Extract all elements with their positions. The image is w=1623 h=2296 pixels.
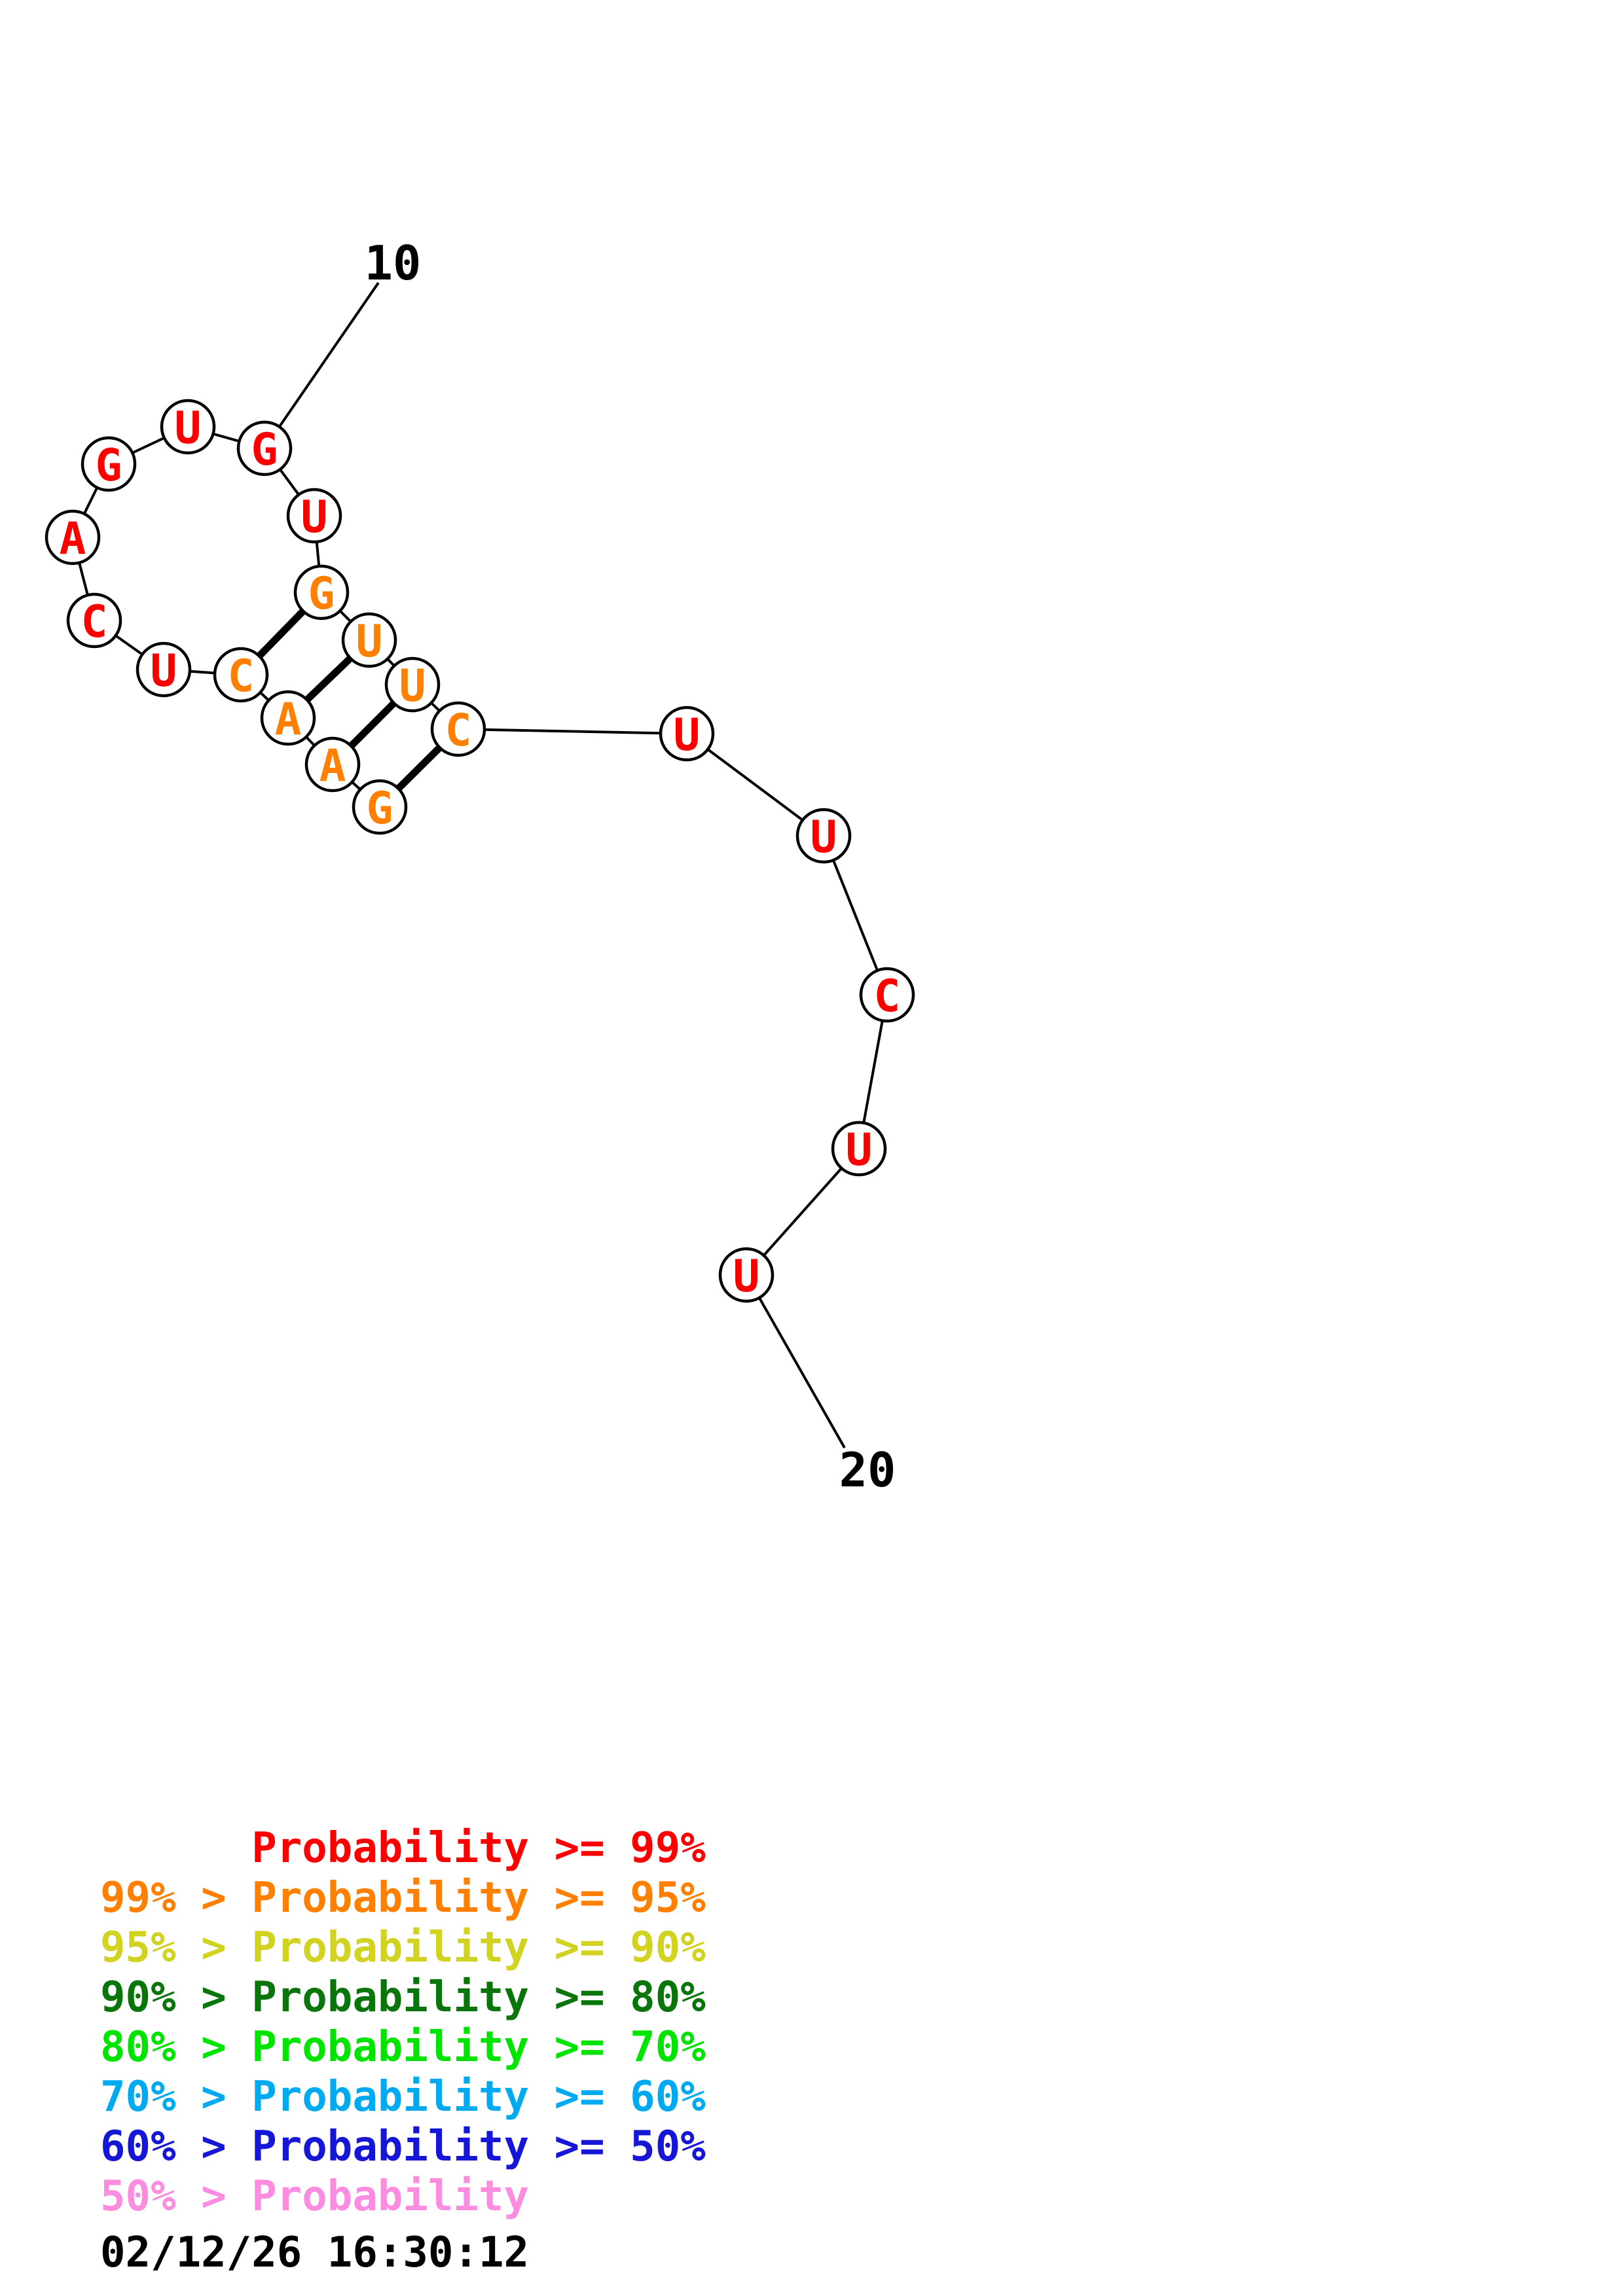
nucleotide-circle	[718, 1247, 775, 1303]
nucleotide-circle	[795, 808, 852, 864]
nucleotide-circle	[160, 399, 216, 455]
nucleotide-circle	[352, 779, 408, 835]
backbone-line	[822, 835, 888, 996]
nucleotide-base-letter: A	[275, 694, 302, 745]
nucleotide-circle	[831, 1121, 887, 1177]
legend-row: 90% > Probability >= 80%	[100, 1973, 706, 2022]
nucleotide-base-letter: U	[674, 709, 701, 761]
nucleotide-base-letter: A	[319, 740, 346, 792]
nucleotide-base-letter: C	[445, 705, 472, 757]
legend-row: 50% > Probability	[100, 2172, 530, 2221]
nucleotide-base-letter: G	[367, 783, 393, 834]
nucleotide-circle	[341, 612, 397, 668]
position-pointer-line	[263, 281, 380, 450]
nucleotide-base-letter: U	[811, 812, 837, 863]
nucleotide-circle	[260, 690, 316, 746]
timestamp: 02/12/26 16:30:12	[100, 2229, 530, 2277]
backbone-line	[458, 728, 687, 735]
legend-row: 80% > Probability >= 70%	[100, 2023, 706, 2072]
backbone-line	[745, 1147, 860, 1276]
legend-row: Probability >= 99%	[100, 1824, 706, 1873]
position-pointer-line	[745, 1274, 846, 1448]
nucleotide-circle	[304, 736, 361, 793]
nucleotide-base-letter: G	[251, 424, 278, 476]
position-number-label: 20	[839, 1443, 896, 1498]
nucleotide-base-letter: U	[399, 660, 426, 712]
legend-row: 99% > Probability >= 95%	[100, 1874, 706, 1922]
nucleotide-circle	[859, 967, 915, 1023]
nucleotide-circle	[659, 706, 715, 762]
nucleotide-circle	[430, 701, 486, 757]
nucleotide-circle	[213, 647, 269, 703]
nucleotide-base-letter: G	[96, 440, 122, 492]
nucleotide-base-letter: C	[81, 596, 108, 648]
probability-legend: Probability >= 99% 99% > Probability >= 9…	[100, 1823, 706, 2221]
nucleotide-circle	[45, 509, 101, 565]
nucleotide-circle	[81, 436, 137, 492]
nucleotide-base-letter: U	[151, 645, 177, 697]
nucleotide-base-letter: A	[60, 513, 86, 565]
nucleotide-circle	[384, 656, 441, 713]
nucleotide-base-letter: C	[228, 651, 255, 702]
nucleotide-base-letter: U	[733, 1251, 760, 1302]
nucleotide-circle	[236, 420, 293, 476]
nucleotide-circle	[293, 564, 350, 620]
position-number-label: 10	[365, 236, 422, 291]
nucleotide-base-letter: U	[846, 1124, 873, 1176]
nucleotide-circle	[286, 488, 342, 544]
legend-row: 95% > Probability >= 90%	[100, 1924, 706, 1972]
legend-row: 70% > Probability >= 60%	[100, 2073, 706, 2121]
nucleotide-base-letter: C	[874, 971, 901, 1022]
nucleotide-base-letter: U	[356, 616, 383, 668]
nucleotide-base-letter: U	[301, 492, 328, 543]
nucleotide-base-letter: U	[175, 403, 202, 454]
legend-row: 60% > Probability >= 50%	[100, 2123, 706, 2171]
backbone-line	[685, 732, 825, 837]
nucleotide-circle	[66, 592, 122, 649]
nucleotide-base-letter: G	[308, 568, 335, 620]
nucleotide-circle	[136, 641, 192, 698]
